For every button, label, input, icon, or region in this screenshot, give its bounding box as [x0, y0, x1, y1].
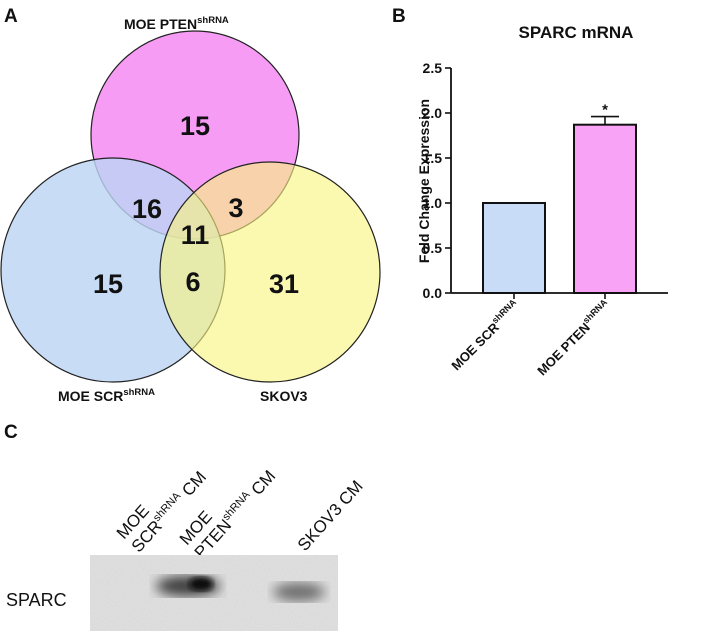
y-tick-label: 1.0 — [423, 195, 443, 211]
blot-protein-label: SPARC — [6, 590, 67, 610]
chart-y-axis-label: Fold Change Expression — [416, 99, 432, 263]
venn-count-all-three: 11 — [181, 220, 210, 250]
blot-lane-label-3: SKOV3 CM — [294, 477, 367, 555]
venn-count-pten-scr: 16 — [132, 194, 162, 224]
y-tick-label: 2.5 — [423, 60, 443, 76]
venn-circle-skov3 — [159, 161, 381, 383]
blot-image — [90, 555, 338, 631]
venn-label-skov3: SKOV3 — [260, 388, 308, 404]
panel-b-letter: B — [392, 6, 406, 27]
chart-title: SPARC mRNA — [519, 23, 634, 42]
bar-1 — [482, 202, 546, 294]
blot-band-pten-core — [189, 577, 213, 591]
y-tick-label: 2.0 — [423, 105, 443, 121]
x-tick-label-2: MOE PTENshRNA — [533, 297, 615, 379]
venn-count-scr-only: 15 — [93, 269, 123, 299]
blot-band-skov3 — [273, 583, 325, 601]
venn-label-pten: MOE PTENshRNA — [124, 15, 229, 32]
significance-marker-2: * — [602, 102, 608, 119]
y-tick-label: 0.0 — [423, 285, 443, 301]
venn-diagram — [0, 30, 381, 383]
venn-count-pten-only: 15 — [180, 111, 210, 141]
venn-count-skov3-only: 31 — [269, 269, 299, 299]
panel-a-letter: A — [4, 6, 18, 27]
blot-lane-3-line1: SKOV3 CM — [294, 477, 367, 555]
venn-count-scr-skov3: 6 — [185, 267, 200, 297]
venn-label-scr: MOE SCRshRNA — [58, 387, 155, 404]
y-tick-label: 1.5 — [423, 150, 443, 166]
blot-lane-label-2: MOE PTENshRNA CM — [176, 467, 279, 562]
x-tick-label-1: MOE SCRshRNA — [447, 297, 523, 373]
panel-c-letter: C — [4, 422, 18, 443]
y-tick-label: 0.5 — [423, 240, 443, 256]
bar-2 — [573, 123, 637, 294]
venn-count-pten-skov3: 3 — [228, 193, 243, 223]
bar-chart: 0.0 0.5 1.0 1.5 2.0 2.5 MOE SCRshRNA * MOE PTENs… — [423, 60, 668, 378]
